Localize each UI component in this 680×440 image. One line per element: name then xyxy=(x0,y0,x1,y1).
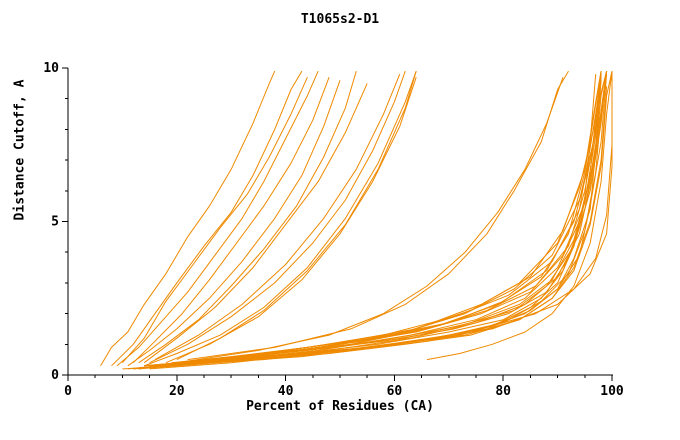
model-curve xyxy=(144,70,417,367)
model-curve xyxy=(144,77,602,367)
model-curve xyxy=(203,71,613,364)
model-curve xyxy=(132,77,330,364)
chart-title: T1065s2-D1 xyxy=(300,12,380,27)
model-curve xyxy=(154,71,602,367)
model-curve xyxy=(149,80,602,367)
model-curve xyxy=(160,70,608,367)
y-tick-label: 5 xyxy=(51,215,59,230)
model-curve xyxy=(116,70,319,367)
model-curve xyxy=(127,80,602,370)
model-curve xyxy=(154,73,401,361)
x-tick-label: 60 xyxy=(387,384,403,399)
x-tick-label: 80 xyxy=(495,384,511,399)
model-curve xyxy=(144,74,602,367)
model-curve xyxy=(111,70,303,367)
model-curve xyxy=(154,71,608,367)
x-axis-label: Percent of Residues (CA) xyxy=(246,399,434,414)
model-curve xyxy=(144,70,608,367)
model-curve xyxy=(143,83,368,364)
model-curve xyxy=(133,74,597,370)
model-curve xyxy=(122,76,308,364)
model-curve xyxy=(187,70,569,361)
model-curve xyxy=(149,70,406,364)
x-tick-label: 100 xyxy=(600,384,624,399)
y-tick-label: 10 xyxy=(43,61,59,76)
model-curve xyxy=(231,71,613,361)
model-curve xyxy=(138,71,608,370)
model-curve xyxy=(127,80,341,367)
x-tick-label: 20 xyxy=(169,384,185,399)
model-curve xyxy=(100,70,276,367)
model-curve xyxy=(149,86,608,370)
y-tick-label: 0 xyxy=(51,368,59,383)
model-curve xyxy=(171,74,602,364)
x-tick-label: 40 xyxy=(278,384,294,399)
model-curve xyxy=(138,70,357,364)
model-curve xyxy=(165,77,417,364)
y-axis-label: Distance Cutoff, A xyxy=(12,79,28,221)
model-curve xyxy=(165,77,602,367)
model-curve xyxy=(426,71,613,361)
model-curve xyxy=(138,71,602,370)
model-curve xyxy=(176,70,417,361)
model-curve xyxy=(122,70,613,370)
x-tick-label: 0 xyxy=(64,384,72,399)
